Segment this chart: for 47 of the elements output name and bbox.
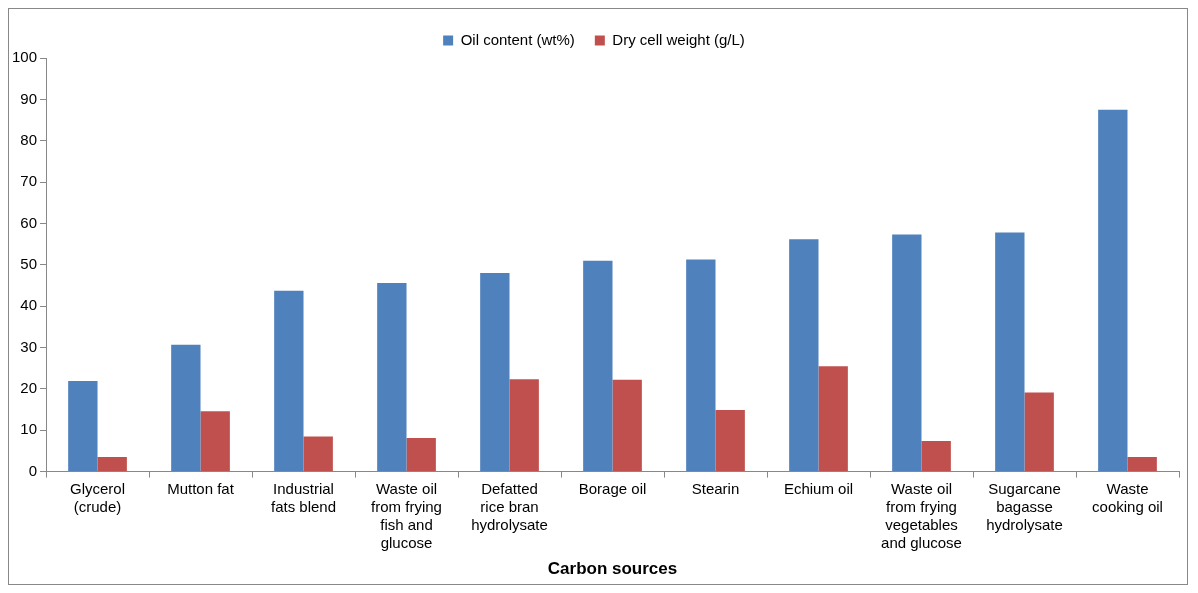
bar bbox=[583, 260, 613, 472]
bar bbox=[68, 381, 98, 472]
y-tick-label: 10 bbox=[20, 420, 38, 438]
bar bbox=[818, 366, 848, 472]
x-tick-label: Stearin bbox=[691, 479, 740, 497]
x-tick-label: Defatted rice bran hydrolysate bbox=[471, 479, 548, 533]
x-tick-label: Glycerol (crude) bbox=[70, 479, 126, 515]
bar bbox=[1127, 457, 1157, 472]
bar bbox=[995, 232, 1025, 472]
bar bbox=[303, 436, 333, 472]
y-tick-label: 90 bbox=[20, 89, 38, 107]
y-tick-label: 80 bbox=[20, 130, 38, 148]
bar bbox=[171, 344, 201, 472]
bar bbox=[686, 259, 716, 472]
bar bbox=[892, 234, 922, 472]
bar bbox=[612, 379, 642, 472]
legend-label: Dry cell weight (g/L) bbox=[612, 30, 745, 48]
y-tick-label: 30 bbox=[20, 337, 38, 355]
y-tick-label: 100 bbox=[12, 48, 38, 66]
bar bbox=[715, 409, 745, 472]
x-tick-label: Borage oil bbox=[578, 479, 647, 497]
y-tick-label: 20 bbox=[20, 379, 38, 397]
bar bbox=[274, 290, 304, 472]
bar bbox=[406, 438, 436, 472]
x-tick-label: Waste cooking oil bbox=[1092, 479, 1163, 515]
x-tick-label: Waste oil from frying vegetables and glucose bbox=[881, 479, 962, 551]
bar bbox=[377, 283, 407, 472]
bar bbox=[509, 379, 539, 472]
bar bbox=[480, 273, 510, 472]
x-axis-title: Carbon sources bbox=[547, 559, 678, 579]
x-tick-label: Waste oil from frying fish and glucose bbox=[371, 479, 442, 551]
x-tick-label: Echium oil bbox=[783, 479, 854, 497]
y-tick-label: 70 bbox=[20, 172, 38, 190]
y-tick-label: 0 bbox=[28, 461, 38, 479]
x-tick-label: Mutton fat bbox=[167, 479, 235, 497]
x-tick-label: Industrial fats blend bbox=[271, 479, 337, 515]
y-tick-label: 50 bbox=[20, 254, 38, 272]
y-tick-label: 40 bbox=[20, 296, 38, 314]
bar bbox=[97, 457, 127, 472]
bar bbox=[789, 239, 819, 472]
y-tick-label: 60 bbox=[20, 213, 38, 231]
bar bbox=[1024, 392, 1054, 472]
x-tick-label: Sugarcane bagasse hydrolysate bbox=[986, 479, 1063, 533]
bar bbox=[921, 440, 951, 472]
bar bbox=[200, 411, 230, 472]
legend-label: Oil content (wt%) bbox=[460, 30, 575, 48]
bar bbox=[1098, 109, 1128, 472]
